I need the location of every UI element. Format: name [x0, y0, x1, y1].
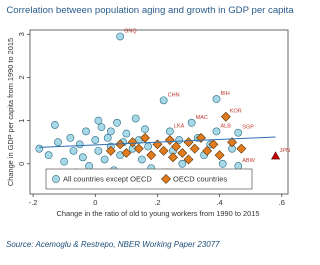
y-tick-label: 1	[17, 119, 26, 123]
point	[97, 123, 106, 132]
source-note: Source: Acemoglu & Restrepo, NBER Workin…	[6, 240, 220, 249]
point	[214, 150, 225, 161]
point	[202, 145, 213, 156]
point	[144, 142, 153, 151]
point	[236, 143, 247, 154]
x-tick-label: .4	[216, 198, 222, 207]
point	[212, 95, 221, 103]
point	[218, 159, 227, 168]
point	[141, 125, 149, 134]
fit-line	[39, 136, 276, 148]
point-label: GNQ	[124, 28, 137, 34]
point	[115, 139, 126, 150]
point	[220, 111, 231, 122]
point	[60, 157, 69, 166]
point-label: ALB	[221, 123, 232, 129]
point	[171, 141, 182, 152]
legend-label: All countries except OECD	[63, 175, 152, 184]
point	[94, 116, 103, 125]
point	[78, 153, 87, 162]
point	[106, 127, 115, 136]
point	[66, 133, 75, 142]
point	[82, 127, 90, 136]
point	[85, 162, 93, 170]
point	[177, 148, 188, 158]
point	[44, 151, 53, 160]
point	[122, 129, 131, 138]
point-label: SGP	[242, 125, 254, 131]
point	[133, 143, 144, 154]
y-tick-label: 3	[17, 32, 26, 36]
point	[234, 162, 243, 170]
point	[138, 155, 146, 164]
chart-title: Correlation between population aging and…	[6, 5, 294, 16]
point	[54, 138, 62, 147]
background	[0, 0, 300, 260]
point	[187, 118, 196, 127]
point	[175, 136, 184, 144]
point	[234, 128, 243, 137]
point	[35, 144, 44, 153]
point	[168, 152, 178, 163]
point	[146, 150, 157, 161]
legend-marker	[161, 174, 171, 184]
point	[127, 137, 138, 148]
x-tick-label: 0	[93, 198, 97, 207]
plot-frame	[29, 29, 289, 195]
point-label: BIH	[221, 91, 230, 97]
point	[227, 137, 237, 148]
legend-marker	[52, 175, 60, 183]
point	[158, 145, 169, 156]
point	[164, 135, 175, 145]
x-axis-label: Change in the ratio of old to young work…	[57, 209, 260, 218]
point	[69, 146, 78, 155]
x-tick-label: -.2	[29, 198, 38, 207]
point-label: CHN	[168, 92, 180, 98]
point	[121, 148, 132, 158]
legend-box	[45, 168, 253, 190]
point	[178, 159, 187, 168]
y-tick-label: 2	[17, 75, 26, 79]
x-tick-label: .6	[279, 198, 285, 207]
point-label: MAC	[196, 115, 208, 121]
point	[271, 151, 281, 160]
point-label: ABW	[242, 158, 255, 164]
point	[165, 127, 174, 136]
point	[94, 146, 103, 155]
point	[103, 133, 112, 142]
point-label: LKA	[174, 123, 185, 129]
point	[113, 118, 121, 127]
point	[183, 154, 194, 165]
point	[91, 136, 100, 144]
point	[100, 155, 109, 164]
point	[116, 32, 125, 41]
y-tick-label: 0	[17, 162, 26, 166]
point	[75, 140, 84, 149]
point	[208, 139, 219, 150]
x-tick-label: .2	[154, 198, 160, 207]
y-axis-label: Change in GDP per capita from 1990 to 20…	[6, 38, 15, 186]
point	[50, 121, 59, 129]
legend-label: OECD countries	[173, 175, 227, 184]
point-label: JPN	[280, 148, 290, 154]
point	[189, 143, 200, 154]
point-label: KOR	[230, 109, 242, 115]
point	[212, 127, 221, 136]
point	[159, 96, 168, 105]
point	[131, 114, 140, 123]
point	[105, 145, 116, 156]
chart: Correlation between population aging and…	[0, 0, 300, 260]
